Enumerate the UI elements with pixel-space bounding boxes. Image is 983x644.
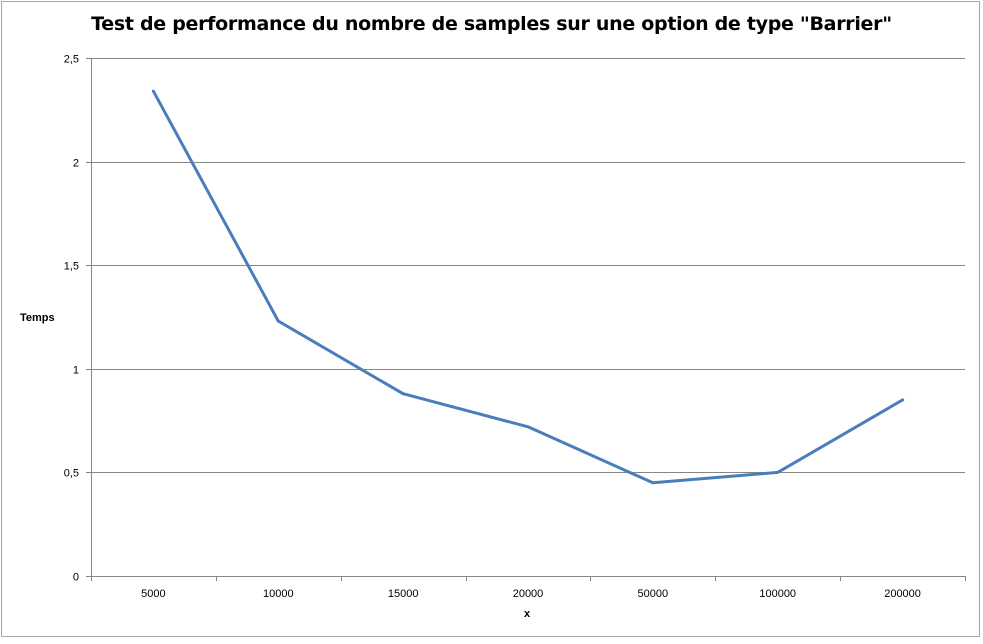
series-line xyxy=(151,89,905,485)
x-tick-label: 50000 xyxy=(638,588,669,600)
x-axis-label: x xyxy=(524,608,531,620)
chart-title: Test de performance du nombre de samples… xyxy=(91,13,892,35)
x-tick-label: 15000 xyxy=(388,588,419,600)
x-tick-label: 10000 xyxy=(263,588,294,600)
y-tick-label: 2 xyxy=(73,158,79,170)
y-axis-label: Temps xyxy=(20,312,55,324)
y-tick-label: 1 xyxy=(73,365,79,377)
y-tick-label: 1,5 xyxy=(64,261,79,273)
y-tick-label: 0,5 xyxy=(64,468,79,480)
data-point xyxy=(776,470,780,474)
data-point xyxy=(526,425,530,429)
data-point xyxy=(651,481,655,485)
x-tick-label: 20000 xyxy=(513,588,544,600)
x-tick-label: 100000 xyxy=(759,588,796,600)
x-tick-label: 200000 xyxy=(884,588,921,600)
y-tick-label: 2,5 xyxy=(64,54,79,66)
y-tick-label: 0 xyxy=(73,572,79,584)
data-point xyxy=(151,89,155,93)
data-point xyxy=(901,398,905,402)
x-tick-label: 5000 xyxy=(141,588,165,600)
plot-area: 0 0,5 1 1,5 2 2,5 5000 10000 15000 20000 50000 1000… xyxy=(64,54,966,600)
data-point xyxy=(276,319,280,323)
data-point xyxy=(401,392,405,396)
